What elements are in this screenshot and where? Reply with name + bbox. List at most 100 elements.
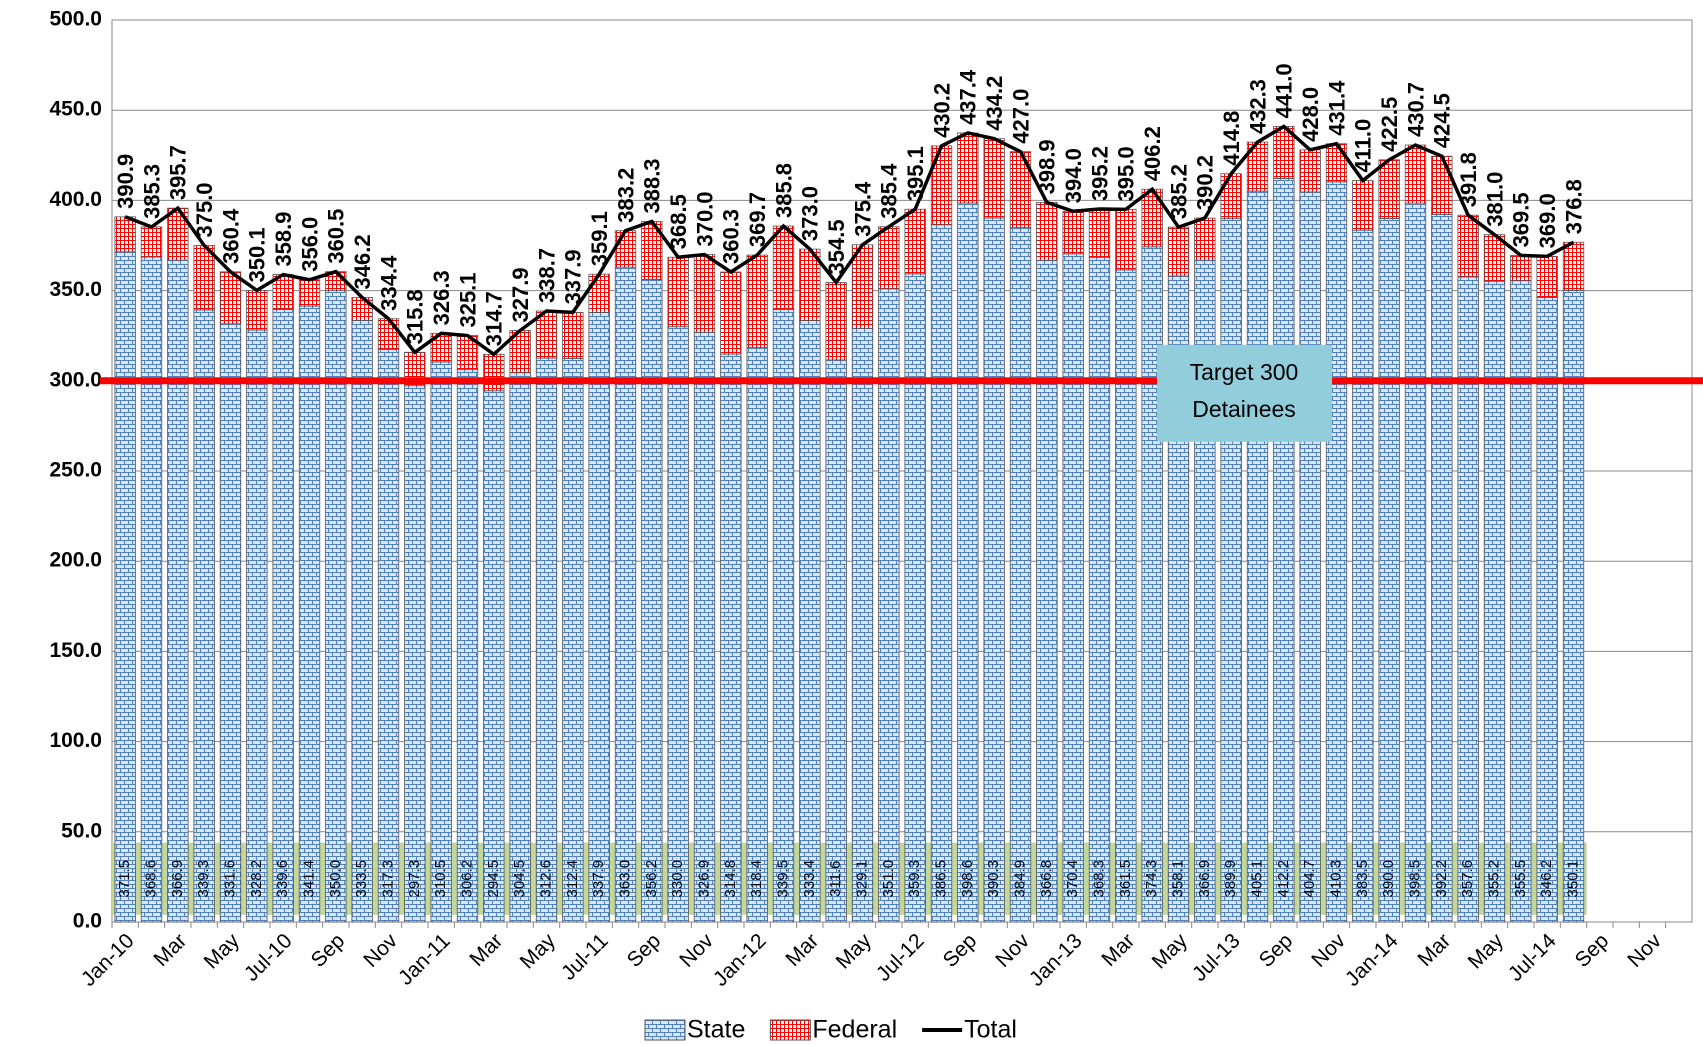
value-label: 404.7 <box>1301 860 1318 898</box>
value-label: 361.5 <box>1117 860 1134 898</box>
bar-segment <box>614 266 637 923</box>
value-label: 398.5 <box>1406 860 1423 898</box>
value-label: 310.5 <box>432 860 449 898</box>
x-tick-label: May <box>832 929 877 974</box>
value-label: 328.2 <box>248 860 265 898</box>
bar-segment <box>562 358 584 923</box>
annotation-box <box>1157 344 1332 442</box>
value-label: 434.2 <box>982 76 1007 131</box>
bar-segment <box>957 132 979 204</box>
y-tick-label: 400.0 <box>49 188 102 211</box>
value-label: 390.3 <box>985 860 1002 898</box>
value-label: 327.9 <box>508 267 533 322</box>
value-label: 339.6 <box>274 860 291 898</box>
value-label: 337.9 <box>590 860 607 898</box>
bar-segment <box>641 279 663 923</box>
value-label: 422.5 <box>1377 97 1402 152</box>
bar-segment <box>325 290 347 923</box>
value-label: 369.7 <box>745 192 770 247</box>
total-line <box>124 124 1575 357</box>
bar-segment <box>1088 257 1111 923</box>
bar-segment <box>1404 144 1427 204</box>
value-label: 395.2 <box>1087 146 1112 201</box>
value-label: 341.4 <box>300 860 317 898</box>
bar-segment <box>456 369 479 923</box>
value-label: 356.0 <box>297 217 322 272</box>
value-label: 360.4 <box>218 208 243 264</box>
bar-segment <box>720 271 742 355</box>
value-label: 385.2 <box>1166 164 1191 219</box>
y-tick-label: 450.0 <box>49 98 102 121</box>
value-label: 394.0 <box>1061 148 1086 203</box>
bar-segment <box>1220 218 1242 923</box>
x-tick-label: Nov <box>675 929 718 972</box>
value-label: 385.8 <box>771 163 796 218</box>
bar-segment <box>1325 143 1348 183</box>
bar-segment <box>140 256 163 923</box>
bar-segment <box>1246 190 1269 923</box>
annotation-text: Target 300 <box>1190 359 1299 385</box>
y-tick-label: 50.0 <box>61 819 102 842</box>
value-label: 311.6 <box>827 860 844 896</box>
value-label: 333.4 <box>801 860 818 898</box>
bar-segment <box>1352 180 1374 231</box>
value-label: 366.8 <box>1038 860 1055 898</box>
bar-segment <box>588 312 610 923</box>
value-label: 373.0 <box>798 186 823 241</box>
bar-segment <box>1536 297 1558 923</box>
x-tick-label: Nov <box>991 929 1034 972</box>
value-label: 370.4 <box>1064 860 1081 898</box>
value-label: 428.0 <box>1298 87 1323 142</box>
bar-segment <box>1036 201 1058 261</box>
value-label: 414.8 <box>1219 111 1244 166</box>
value-label: 329.1 <box>853 860 870 898</box>
x-tick-label: Sep <box>939 929 982 972</box>
x-tick-label: Jul-10 <box>240 929 297 986</box>
bar-segment <box>272 308 294 923</box>
value-label: 398.6 <box>959 860 976 898</box>
bar-segment <box>298 305 321 923</box>
value-label: 368.3 <box>1090 860 1107 898</box>
value-label: 410.3 <box>1327 860 1344 898</box>
bar-segment <box>667 256 689 328</box>
bar-segment <box>878 226 900 290</box>
bar-segment <box>1088 208 1111 258</box>
y-tick-label: 0.0 <box>73 910 102 933</box>
value-label: 358.9 <box>271 211 296 266</box>
value-label: 383.2 <box>613 168 638 223</box>
bar-segment <box>246 329 268 923</box>
value-label: 350.1 <box>1564 860 1581 898</box>
y-tick-label: 150.0 <box>49 639 102 662</box>
value-label: 334.4 <box>376 255 401 311</box>
bar-segment <box>1220 173 1242 220</box>
bar-segment <box>614 230 637 268</box>
value-label: 370.0 <box>692 191 717 246</box>
value-label: 315.8 <box>403 289 428 344</box>
bar-segment <box>904 273 926 923</box>
value-label: 431.4 <box>1324 80 1349 136</box>
value-label: 386.5 <box>932 860 949 898</box>
x-tick-label: Mar <box>465 929 507 971</box>
value-label: 369.5 <box>1509 192 1534 247</box>
value-label: 360.3 <box>719 209 744 264</box>
value-label: 312.6 <box>537 860 554 898</box>
bar-segment <box>930 145 953 226</box>
value-label: 294.5 <box>485 860 502 898</box>
value-label: 398.9 <box>1035 139 1060 194</box>
value-label: 432.3 <box>1245 79 1270 134</box>
bar-segment <box>1562 290 1585 923</box>
value-label: 326.3 <box>429 270 454 325</box>
bar-segment <box>1562 241 1585 291</box>
value-label: 363.0 <box>616 860 633 898</box>
bar-segment <box>1194 217 1216 261</box>
x-tick-label: May <box>200 929 245 974</box>
value-label: 331.6 <box>221 860 238 898</box>
value-label: 395.1 <box>903 146 928 201</box>
bar-segment <box>483 390 505 923</box>
value-label: 384.9 <box>1011 860 1028 898</box>
bar-segment <box>983 138 1005 219</box>
x-tick-label: May <box>1464 929 1509 974</box>
bar-segment <box>351 297 373 321</box>
bar-segment <box>983 217 1005 923</box>
value-label: 405.1 <box>1248 860 1265 898</box>
